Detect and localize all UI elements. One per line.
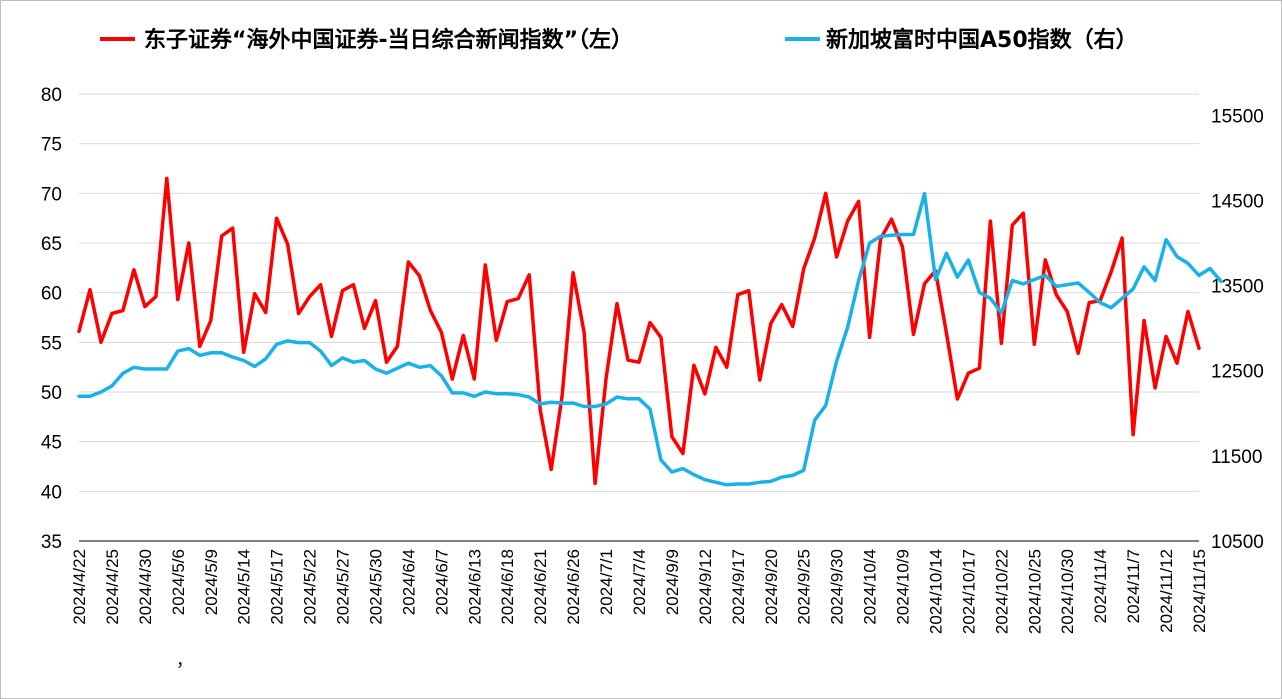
right-y-tick-label: 11500 bbox=[1211, 447, 1262, 468]
x-tick-label: 2024/5/14 bbox=[235, 549, 254, 625]
left-y-tick-label: 75 bbox=[41, 135, 62, 156]
x-tick-label: 2024/10/9 bbox=[894, 549, 913, 625]
x-tick-label: 2024/6/7 bbox=[432, 549, 451, 615]
right-y-tick-label: 14500 bbox=[1211, 191, 1264, 212]
left-y-tick-label: 70 bbox=[41, 184, 62, 205]
x-tick-label: 2024/10/25 bbox=[1025, 549, 1044, 634]
series-lines bbox=[77, 176, 1223, 487]
right-y-axis-ticks: 10500 11500 12500 13500 14500 15500 bbox=[1211, 106, 1264, 553]
left-y-tick-label: 35 bbox=[41, 532, 62, 553]
x-axis-ticks: 2024/4/22 2024/4/25 2024/4/30 2024/5/6 2024/… bbox=[70, 549, 1209, 634]
gridlines bbox=[79, 93, 1199, 492]
legend-label-a50-index: 新加坡富时中国A50指数（右） bbox=[826, 27, 1138, 53]
x-tick-label: 2024/9/9 bbox=[663, 549, 682, 615]
left-y-tick-label: 45 bbox=[41, 433, 62, 454]
x-tick-label: 2024/6/13 bbox=[465, 549, 484, 625]
x-tick-label: 2024/7/1 bbox=[597, 549, 616, 615]
left-y-tick-label: 55 bbox=[41, 333, 62, 354]
series-line-a50-index bbox=[77, 191, 1223, 487]
stray-comma-mark: ， bbox=[176, 651, 193, 670]
x-tick-label: 2024/9/20 bbox=[762, 549, 781, 625]
x-tick-label: 2024/11/12 bbox=[1157, 549, 1176, 633]
left-y-axis-ticks: 35 40 45 50 55 60 65 70 75 80 bbox=[41, 85, 62, 553]
x-tick-label: 2024/4/25 bbox=[103, 549, 122, 625]
x-tick-label: 2024/10/30 bbox=[1058, 549, 1077, 634]
x-tick-label: 2024/9/17 bbox=[729, 549, 748, 625]
x-tick-label: 2024/6/4 bbox=[399, 549, 418, 615]
x-tick-label: 2024/5/27 bbox=[334, 549, 353, 625]
right-y-tick-label: 13500 bbox=[1211, 277, 1264, 298]
legend: 东子证券“海外中国证券-当日综合新闻指数”（左） 新加坡富时中国A50指数（右） bbox=[100, 27, 1138, 53]
x-tick-label: 2024/7/4 bbox=[630, 549, 649, 615]
right-y-tick-label: 12500 bbox=[1211, 362, 1264, 383]
legend-label-news-index: 东子证券“海外中国证券-当日综合新闻指数”（左） bbox=[144, 27, 633, 53]
x-tick-label: 2024/5/22 bbox=[301, 549, 320, 625]
left-y-tick-label: 40 bbox=[41, 482, 62, 503]
x-tick-label: 2024/4/30 bbox=[136, 549, 155, 625]
x-tick-label: 2024/10/17 bbox=[959, 549, 978, 634]
left-y-tick-label: 65 bbox=[41, 234, 62, 255]
x-tick-label: 2024/6/21 bbox=[531, 549, 550, 625]
x-tick-label: 2024/4/22 bbox=[70, 549, 89, 625]
x-tick-label: 2024/5/17 bbox=[268, 549, 287, 625]
x-tick-label: 2024/5/30 bbox=[366, 549, 385, 625]
x-tick-label: 2024/9/12 bbox=[696, 549, 715, 625]
x-tick-label: 2024/6/26 bbox=[564, 549, 583, 625]
x-tick-label: 2024/11/4 bbox=[1091, 549, 1110, 623]
series-line-news-index bbox=[77, 176, 1201, 486]
right-y-tick-label: 15500 bbox=[1211, 106, 1264, 127]
x-tick-label: 2024/9/25 bbox=[795, 549, 814, 625]
x-tick-label: 2024/6/18 bbox=[498, 549, 517, 625]
x-tick-label: 2024/5/9 bbox=[202, 549, 221, 615]
x-tick-label: 2024/10/22 bbox=[992, 549, 1011, 634]
x-tick-label: 2024/11/7 bbox=[1124, 549, 1143, 623]
x-tick-label: 2024/10/14 bbox=[926, 549, 945, 634]
left-y-tick-label: 80 bbox=[41, 85, 62, 106]
left-y-tick-label: 60 bbox=[41, 284, 62, 305]
right-y-tick-label: 10500 bbox=[1211, 532, 1264, 553]
x-tick-label: 2024/5/6 bbox=[169, 549, 188, 615]
x-tick-label: 2024/9/30 bbox=[828, 549, 847, 625]
left-y-tick-label: 50 bbox=[41, 383, 62, 404]
x-tick-label: 2024/10/4 bbox=[861, 549, 880, 625]
x-tick-label: 2024/11/15 bbox=[1190, 549, 1209, 633]
